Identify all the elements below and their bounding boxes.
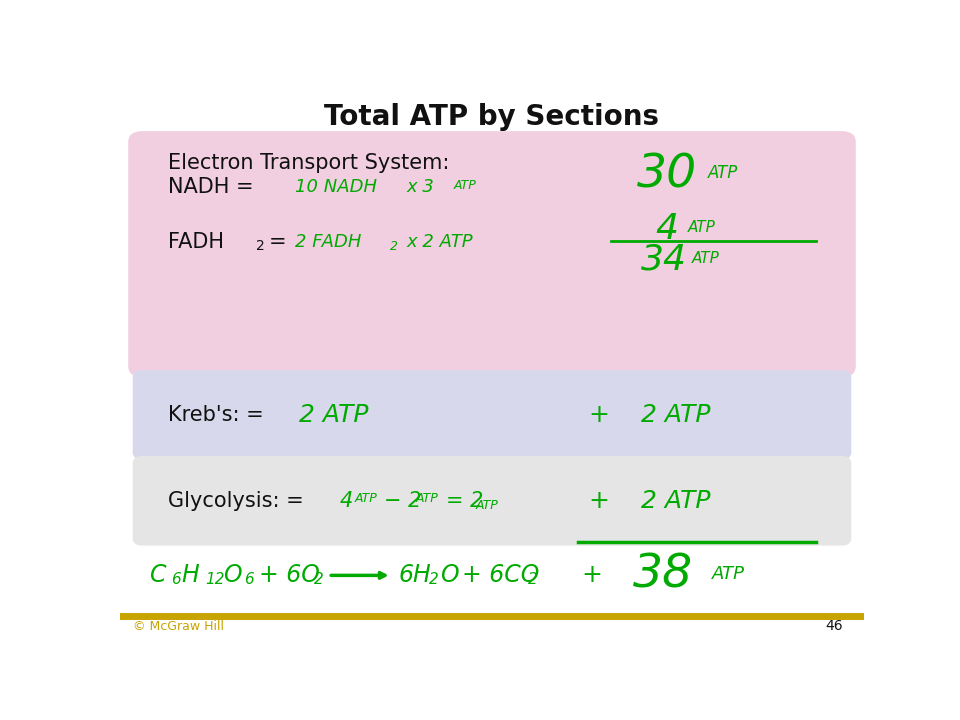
Text: ATP: ATP	[691, 251, 719, 266]
Text: 2: 2	[390, 240, 398, 253]
Text: 30: 30	[637, 153, 697, 197]
Text: +: +	[588, 403, 610, 427]
Text: © McGraw Hill: © McGraw Hill	[133, 620, 225, 633]
Text: 10 NADH: 10 NADH	[295, 179, 377, 197]
Text: +: +	[588, 489, 610, 513]
Text: ATP: ATP	[354, 492, 377, 505]
Text: C: C	[150, 563, 166, 588]
Text: ATP: ATP	[711, 564, 745, 582]
Text: 46: 46	[826, 619, 843, 634]
Text: 12: 12	[204, 572, 225, 588]
Text: ATP: ATP	[416, 492, 439, 505]
Text: Total ATP by Sections: Total ATP by Sections	[324, 103, 660, 131]
Text: 2 ATP: 2 ATP	[299, 403, 368, 427]
Text: 6H: 6H	[398, 563, 431, 588]
Text: 2 ATP: 2 ATP	[641, 403, 710, 427]
Text: =: =	[269, 232, 286, 251]
Text: Kreb's: =: Kreb's: =	[168, 405, 264, 425]
Text: 6: 6	[171, 572, 180, 588]
Text: ATP: ATP	[453, 179, 476, 192]
Text: FADH: FADH	[168, 232, 225, 251]
Text: ATP: ATP	[475, 499, 498, 512]
FancyBboxPatch shape	[133, 371, 851, 459]
Text: 2: 2	[313, 572, 324, 588]
Text: 2 FADH: 2 FADH	[295, 233, 361, 251]
Text: H: H	[181, 563, 200, 588]
Text: 2: 2	[429, 572, 439, 588]
Text: 4: 4	[340, 491, 352, 511]
Text: + 6CO: + 6CO	[463, 563, 540, 588]
Text: O: O	[440, 563, 459, 588]
Text: 2: 2	[256, 239, 265, 253]
Text: x 2 ATP: x 2 ATP	[406, 233, 473, 251]
Text: 38: 38	[634, 553, 694, 598]
Text: 4: 4	[656, 212, 679, 246]
Text: ATP: ATP	[708, 164, 738, 182]
FancyBboxPatch shape	[129, 132, 855, 377]
Text: − 2: − 2	[384, 491, 421, 511]
Text: = 2: = 2	[445, 491, 483, 511]
Text: + 6O: + 6O	[259, 563, 320, 588]
Text: ATP: ATP	[687, 220, 715, 235]
Text: 2 ATP: 2 ATP	[641, 489, 710, 513]
Text: Electron Transport System:: Electron Transport System:	[168, 153, 449, 173]
Text: NADH =: NADH =	[168, 177, 254, 197]
Text: Glycolysis: =: Glycolysis: =	[168, 491, 304, 511]
Text: O: O	[223, 563, 241, 588]
Text: +: +	[581, 563, 602, 588]
Text: 34: 34	[641, 243, 686, 276]
Text: 2: 2	[528, 572, 538, 588]
Text: x 3: x 3	[406, 179, 434, 197]
FancyBboxPatch shape	[133, 456, 851, 545]
Text: 6: 6	[244, 572, 254, 588]
